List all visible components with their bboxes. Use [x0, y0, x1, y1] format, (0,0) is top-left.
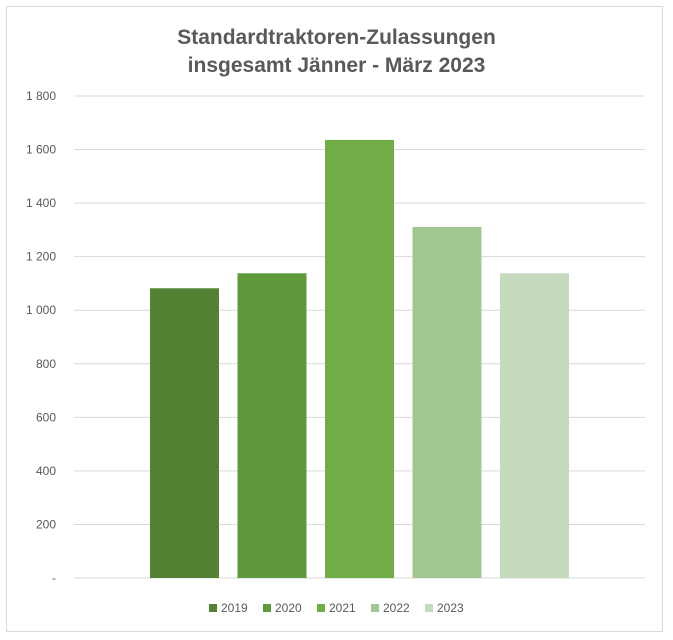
legend-label-2023: 2023	[437, 601, 464, 615]
y-axis-ticks: - 200 400 600 800 1 000 1 200 1 400 1 600 1 800	[26, 89, 56, 585]
y-tick-label: 1 400	[26, 196, 56, 210]
legend-swatch-2020	[263, 604, 271, 612]
y-tick-label: 600	[36, 410, 56, 424]
legend-swatch-2023	[425, 604, 433, 612]
legend-label-2022: 2022	[383, 601, 410, 615]
y-tick-label: 1 200	[26, 250, 56, 264]
legend-swatch-2021	[317, 604, 325, 612]
legend-label-2019: 2019	[221, 601, 248, 615]
bar-2019	[150, 288, 219, 578]
y-tick-label: 800	[36, 357, 56, 371]
y-tick-label: -	[52, 571, 56, 585]
y-tick-label: 1 800	[26, 89, 56, 103]
bar-2021	[325, 139, 394, 578]
bar-2023	[500, 273, 569, 578]
legend-swatch-2019	[209, 604, 217, 612]
legend: 2019 2020 2021 2022 2023	[209, 601, 464, 615]
bar-2022	[412, 226, 482, 578]
y-tick-label: 1 000	[26, 303, 56, 317]
chart-title-line-2: insgesamt Jänner - März 2023	[187, 54, 486, 77]
chart-title: Standardtraktoren-Zulassungen insgesamt …	[0, 24, 673, 80]
legend-label-2020: 2020	[275, 601, 302, 615]
legend-swatch-2022	[371, 604, 379, 612]
legend-label-2021: 2021	[329, 601, 356, 615]
bars	[150, 139, 569, 578]
y-tick-label: 400	[36, 464, 56, 478]
y-tick-label: 1 600	[26, 143, 56, 157]
chart-title-line-1: Standardtraktoren-Zulassungen	[177, 26, 496, 49]
bar-2020	[237, 273, 307, 578]
y-tick-label: 200	[36, 517, 56, 531]
